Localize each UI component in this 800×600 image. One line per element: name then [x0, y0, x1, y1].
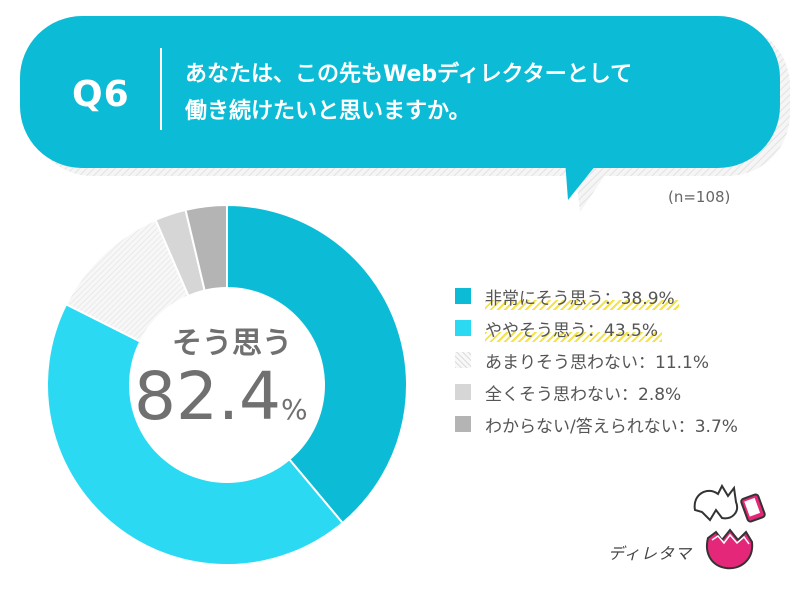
legend-label: ややそう思う：43.5% — [485, 320, 659, 341]
center-value-number: 82.4 — [134, 358, 281, 435]
question-bubble: Q6 あなたは、この先もWebディレクターとして 働き続けたいと思いますか。 — [0, 0, 800, 230]
legend-swatch — [455, 384, 471, 400]
question-divider — [160, 48, 162, 130]
question-text: あなたは、この先もWebディレクターとして 働き続けたいと思いますか。 — [185, 56, 745, 130]
question-number: Q6 — [72, 74, 130, 115]
legend-item-1: 非常にそう思う：38.9% — [455, 280, 738, 312]
brand-name: ディレタマ — [608, 544, 692, 563]
chart-legend: 非常にそう思う：38.9% ややそう思う：43.5% あまりそう思わない：11.1%… — [455, 280, 738, 440]
center-value-unit: % — [280, 393, 308, 426]
sample-size: (n=108) — [668, 188, 731, 206]
question-text-line1: あなたは、この先もWebディレクターとして — [185, 62, 633, 87]
legend-item-3: あまりそう思わない：11.1% — [455, 344, 738, 376]
legend-label: 全くそう思わない：2.8% — [485, 384, 682, 405]
bubble-shape — [20, 16, 790, 212]
legend-swatch — [455, 416, 471, 432]
center-value: 82.4% — [134, 358, 344, 435]
legend-swatch — [455, 320, 471, 336]
question-text-line2: 働き続けたいと思いますか。 — [185, 99, 471, 124]
donut-hole — [129, 287, 325, 483]
legend-label: 非常にそう思う：38.9% — [485, 288, 675, 309]
legend-item-5: わからない/答えられない：3.7% — [455, 408, 738, 440]
legend-item-4: 全くそう思わない：2.8% — [455, 376, 738, 408]
donut-chart — [46, 203, 408, 566]
legend-item-2: ややそう思う：43.5% — [455, 312, 738, 344]
legend-label: わからない/答えられない：3.7% — [485, 416, 738, 437]
mascot-logo — [693, 483, 766, 570]
center-label: そう思う — [172, 326, 292, 361]
legend-swatch — [455, 288, 471, 304]
legend-label: あまりそう思わない：11.1% — [485, 352, 710, 373]
legend-swatch — [455, 352, 471, 368]
